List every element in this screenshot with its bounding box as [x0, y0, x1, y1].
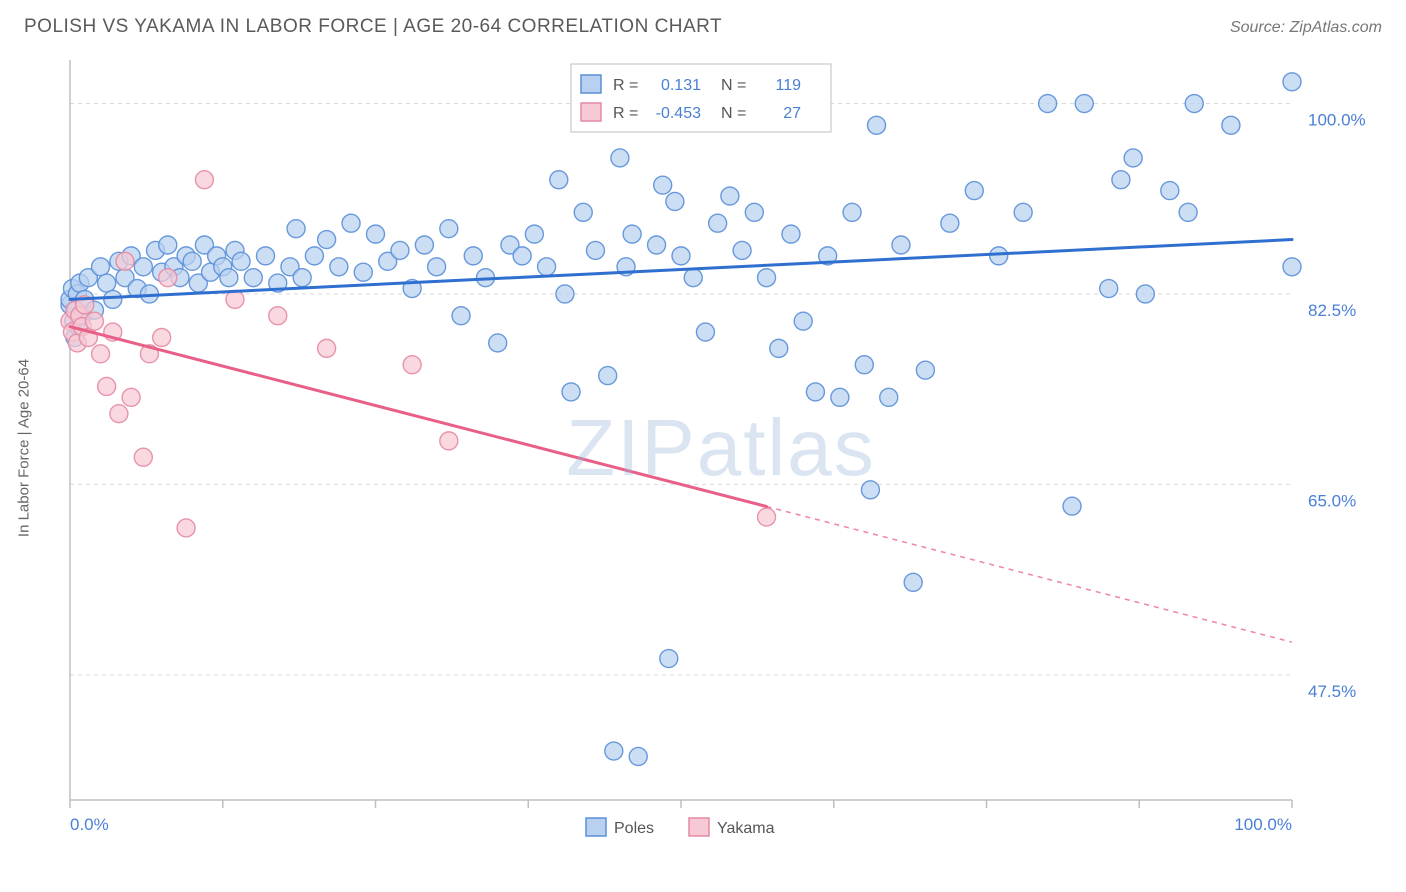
svg-text:82.5%: 82.5%	[1308, 301, 1356, 320]
svg-text:65.0%: 65.0%	[1308, 491, 1356, 510]
svg-text:100.0%: 100.0%	[1234, 815, 1292, 834]
svg-text:N =: N =	[721, 77, 746, 94]
svg-text:Poles: Poles	[614, 820, 654, 837]
svg-text:-0.453: -0.453	[656, 105, 701, 122]
svg-text:R =: R =	[613, 105, 638, 122]
svg-text:100.0%: 100.0%	[1308, 111, 1366, 130]
correlation-scatter-chart: 47.5% 65.0% 82.5% 100.0% 0.0% 100.0% R = 0.131 N…	[60, 54, 1382, 842]
svg-text:47.5%: 47.5%	[1308, 682, 1356, 701]
y-axis-label: In Labor Force | Age 20-64	[16, 359, 33, 537]
svg-text:N =: N =	[721, 105, 746, 122]
svg-text:119: 119	[775, 77, 801, 94]
source-label: Source: ZipAtlas.com	[1230, 19, 1382, 37]
plot-area: In Labor Force | Age 20-64 47.5%65.0%82.…	[60, 54, 1382, 842]
chart-title: POLISH VS YAKAMA IN LABOR FORCE | AGE 20…	[24, 16, 722, 38]
svg-text:0.131: 0.131	[661, 77, 701, 94]
svg-text:R =: R =	[613, 77, 638, 94]
svg-text:0.0%: 0.0%	[70, 815, 109, 834]
svg-text:27: 27	[783, 105, 801, 122]
svg-text:Yakama: Yakama	[717, 820, 775, 837]
